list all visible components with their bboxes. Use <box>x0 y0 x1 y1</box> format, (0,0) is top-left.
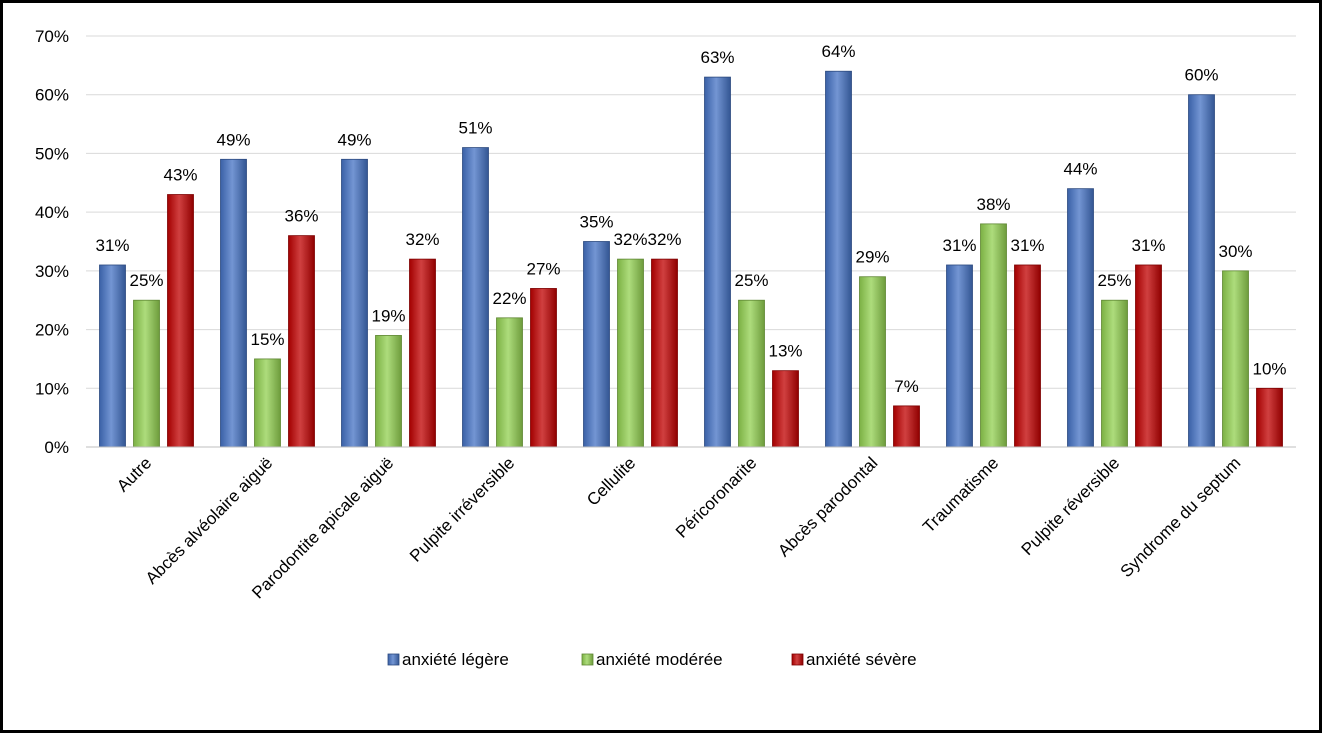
bar <box>772 370 799 448</box>
x-tick-label: Parodontite apicale aiguë <box>248 453 397 602</box>
bar <box>1222 270 1249 448</box>
data-label: 51% <box>458 119 492 138</box>
bar <box>1256 387 1283 448</box>
bar <box>583 241 610 448</box>
legend-item: anxiété légère <box>387 650 509 669</box>
bar <box>617 258 644 448</box>
bar <box>496 317 523 448</box>
data-label: 25% <box>734 271 768 290</box>
data-label: 27% <box>526 259 560 278</box>
data-label: 25% <box>129 271 163 290</box>
bars <box>99 70 1283 448</box>
bar <box>651 258 678 448</box>
bar <box>530 288 557 448</box>
x-tick-label: Pulpite irréversible <box>406 453 518 565</box>
data-label: 31% <box>1131 236 1165 255</box>
x-tick-label: Pulpite réversible <box>1018 453 1124 559</box>
y-axis: 0% 10% 20% 30% 40% 50% 60% 70% <box>35 27 69 457</box>
y-tick-label: 10% <box>35 379 69 398</box>
data-label: 60% <box>1184 66 1218 85</box>
x-tick-label: Abcès parodontal <box>774 453 881 560</box>
legend-item: anxiété modérée <box>581 650 723 669</box>
y-tick-label: 50% <box>35 144 69 163</box>
bar <box>1067 188 1094 448</box>
legend-swatch <box>581 653 594 666</box>
data-label: 31% <box>95 236 129 255</box>
bar <box>1188 94 1215 448</box>
data-label: 63% <box>700 48 734 67</box>
gridlines <box>86 35 1296 448</box>
y-tick-label: 20% <box>35 321 69 340</box>
legend-label: anxiété sévère <box>806 650 917 669</box>
data-label: 49% <box>216 130 250 149</box>
data-label: 15% <box>250 330 284 349</box>
data-label: 13% <box>768 342 802 361</box>
legend-item: anxiété sévère <box>791 650 917 669</box>
legend-swatch <box>791 653 804 666</box>
data-label: 10% <box>1252 359 1286 378</box>
bar <box>99 264 126 448</box>
x-tick-label: Cellulite <box>583 453 639 509</box>
data-label: 44% <box>1063 160 1097 179</box>
bar <box>1014 264 1041 448</box>
y-tick-label: 40% <box>35 203 69 222</box>
y-tick-label: 60% <box>35 86 69 105</box>
x-tick-label: Syndrome du septum <box>1117 453 1245 581</box>
x-tick-label: Traumatisme <box>919 453 1002 536</box>
data-label: 35% <box>579 213 613 232</box>
x-tick-label: Péricoronarite <box>672 453 760 541</box>
data-label: 38% <box>976 195 1010 214</box>
bar <box>893 405 920 448</box>
data-label: 64% <box>821 42 855 61</box>
bar <box>704 76 731 448</box>
data-label: 49% <box>337 130 371 149</box>
bar <box>1135 264 1162 448</box>
data-label: 30% <box>1218 242 1252 261</box>
data-label: 19% <box>371 306 405 325</box>
bar <box>946 264 973 448</box>
data-label: 32% <box>613 230 647 249</box>
bar <box>738 299 765 448</box>
bar <box>220 158 247 448</box>
bar <box>133 299 160 448</box>
bar <box>409 258 436 448</box>
bar <box>375 335 402 448</box>
data-label: 7% <box>894 377 919 396</box>
data-label: 31% <box>1010 236 1044 255</box>
bar-chart: 0%10%20%30%40%50%60%70% 31%25%43%49%15%3… <box>35 27 1296 669</box>
bar <box>254 358 281 448</box>
y-tick-label: 30% <box>35 262 69 281</box>
data-label: 32% <box>405 230 439 249</box>
data-label: 32% <box>647 230 681 249</box>
data-label: 29% <box>855 248 889 267</box>
bar <box>341 158 368 448</box>
data-label: 25% <box>1097 271 1131 290</box>
legend-label: anxiété modérée <box>596 650 723 669</box>
x-tick-label: Autre <box>113 453 155 495</box>
bar <box>825 70 852 448</box>
bar <box>859 276 886 448</box>
legend: anxiété légère anxiété modérée anxiété sév… <box>387 650 917 669</box>
legend-label: anxiété légère <box>402 650 509 669</box>
bar <box>288 235 315 448</box>
legend-swatch <box>387 653 400 666</box>
data-labels: 31%25%43%49%15%36%49%19%32%51%22%27%35%3… <box>95 42 1286 396</box>
bar <box>1101 299 1128 448</box>
bar <box>462 147 489 448</box>
data-label: 31% <box>942 236 976 255</box>
data-label: 36% <box>284 207 318 226</box>
y-tick-label: 70% <box>35 27 69 46</box>
x-tick-label: Abcès alvéolaire aiguë <box>142 453 276 587</box>
y-tick-label: 0% <box>44 438 69 457</box>
bar <box>980 223 1007 448</box>
bar <box>167 194 194 448</box>
data-label: 43% <box>163 166 197 185</box>
data-label: 22% <box>492 289 526 308</box>
